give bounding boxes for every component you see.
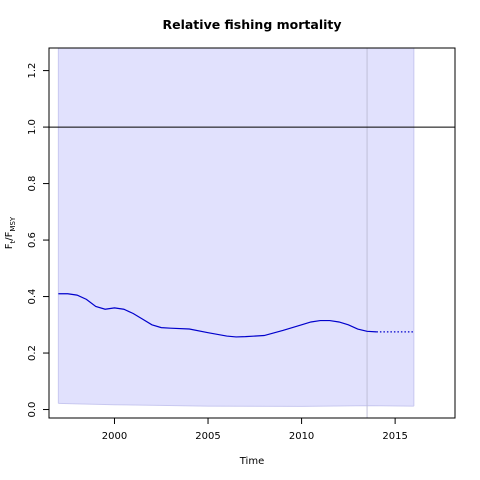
x-tick-label: 2015 <box>382 431 407 442</box>
x-tick-label: 2000 <box>102 431 127 442</box>
svg-text:Ft/FMSY: Ft/FMSY <box>4 216 17 249</box>
x-axis-label: Time <box>239 456 264 467</box>
y-tick-label: 1.2 <box>27 63 38 79</box>
x-tick-label: 2010 <box>289 431 314 442</box>
plot-area <box>49 48 455 418</box>
confidence-band <box>58 48 414 407</box>
x-axis: 2000 2005 2010 2015 <box>102 418 408 442</box>
y-tick-label: 1.0 <box>27 119 38 135</box>
plot-frame <box>48 47 456 419</box>
y-axis: 0.0 0.2 0.4 0.6 0.8 1.0 1.2 <box>27 63 49 418</box>
estimate-line <box>58 293 377 338</box>
y-axis-label-sub1: t <box>9 240 17 243</box>
y-tick-label: 0.0 <box>27 402 38 418</box>
y-tick-label: 0.6 <box>27 232 38 248</box>
y-axis-label-sub2: MSY <box>9 216 17 231</box>
y-tick-label: 0.4 <box>27 289 38 305</box>
y-tick-label: 0.8 <box>27 176 38 192</box>
y-tick-label: 0.2 <box>27 345 38 361</box>
y-axis-label: Ft/FMSY <box>4 216 17 249</box>
x-tick-label: 2005 <box>195 431 220 442</box>
confidence-band-lower-edge <box>58 402 414 407</box>
y-axis-label-sep: /F <box>4 231 15 240</box>
chart-title: Relative fishing mortality <box>162 17 341 32</box>
y-axis-label-main: F <box>4 243 15 249</box>
